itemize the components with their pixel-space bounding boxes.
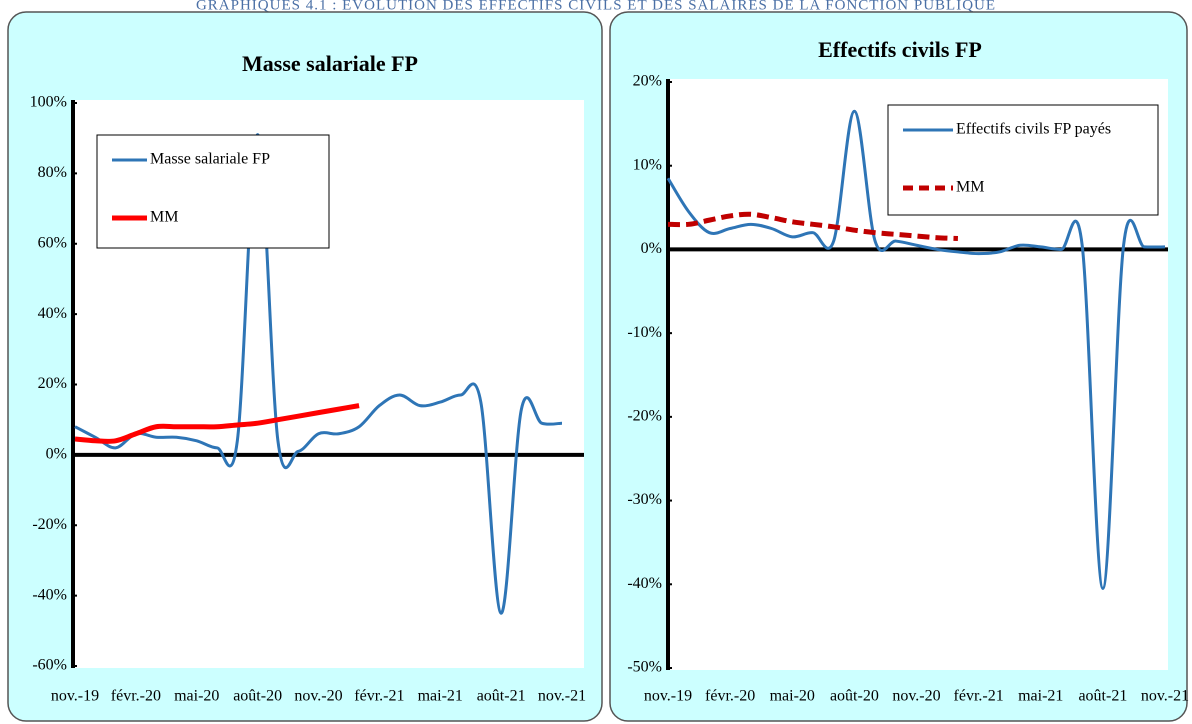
x-tick-label: nov.-21 — [1141, 688, 1189, 705]
y-tick-label: 10% — [633, 156, 662, 173]
legend-box — [887, 104, 1159, 216]
page-header: GRAPHIQUES 4.1 : EVOLUTION DES EFFECTIFS… — [196, 0, 996, 13]
x-tick-label: nov.-19 — [644, 688, 692, 705]
y-tick-label: -40% — [627, 575, 662, 592]
x-tick-label: août-21 — [1078, 688, 1127, 705]
series-line — [666, 109, 1166, 590]
y-tick-label: -10% — [627, 324, 662, 341]
x-tick-label: mai-20 — [174, 688, 219, 705]
y-tick-label: -40% — [32, 586, 67, 603]
x-tick-label: août-21 — [477, 688, 526, 705]
legend-label: MM — [150, 209, 178, 226]
series-line — [74, 133, 563, 615]
x-tick-label: nov.-21 — [538, 688, 586, 705]
x-tick-label: mai-21 — [1018, 688, 1063, 705]
y-tick-label: -20% — [627, 408, 662, 425]
y-tick-label: 20% — [38, 375, 67, 392]
x-tick-label: févr.-20 — [705, 688, 755, 705]
y-tick-label: -30% — [627, 491, 662, 508]
x-tick-label: févr.-21 — [954, 688, 1004, 705]
x-tick-label: nov.-20 — [294, 688, 342, 705]
legend-label: Masse salariale FP — [150, 151, 270, 168]
series-line — [74, 403, 360, 444]
legend-label: MM — [956, 179, 984, 196]
y-tick-label: 20% — [633, 73, 662, 90]
y-tick-label: 60% — [38, 234, 67, 251]
y-tick-label: 40% — [38, 305, 67, 322]
y-tick-label: 0% — [46, 446, 67, 463]
x-tick-label: mai-20 — [770, 688, 815, 705]
x-tick-label: août-20 — [233, 688, 282, 705]
y-tick-label: 0% — [641, 240, 662, 257]
y-tick-label: 100% — [30, 94, 67, 111]
chart-title: Masse salariale FP — [242, 51, 418, 76]
x-tick-label: nov.-19 — [51, 688, 99, 705]
series-line — [667, 211, 959, 242]
x-tick-label: mai-21 — [418, 688, 463, 705]
x-tick-label: août-20 — [830, 688, 879, 705]
legend-label: Effectifs civils FP payés — [956, 121, 1111, 138]
chart-title: Effectifs civils FP — [818, 37, 982, 62]
x-tick-label: févr.-21 — [354, 688, 404, 705]
y-tick-label: 80% — [38, 164, 67, 181]
y-tick-label: -20% — [32, 516, 67, 533]
legend-box — [96, 134, 330, 249]
y-tick-label: -60% — [32, 657, 67, 674]
x-tick-label: nov.-20 — [892, 688, 940, 705]
y-tick-label: -50% — [627, 659, 662, 676]
x-tick-label: févr.-20 — [111, 688, 161, 705]
